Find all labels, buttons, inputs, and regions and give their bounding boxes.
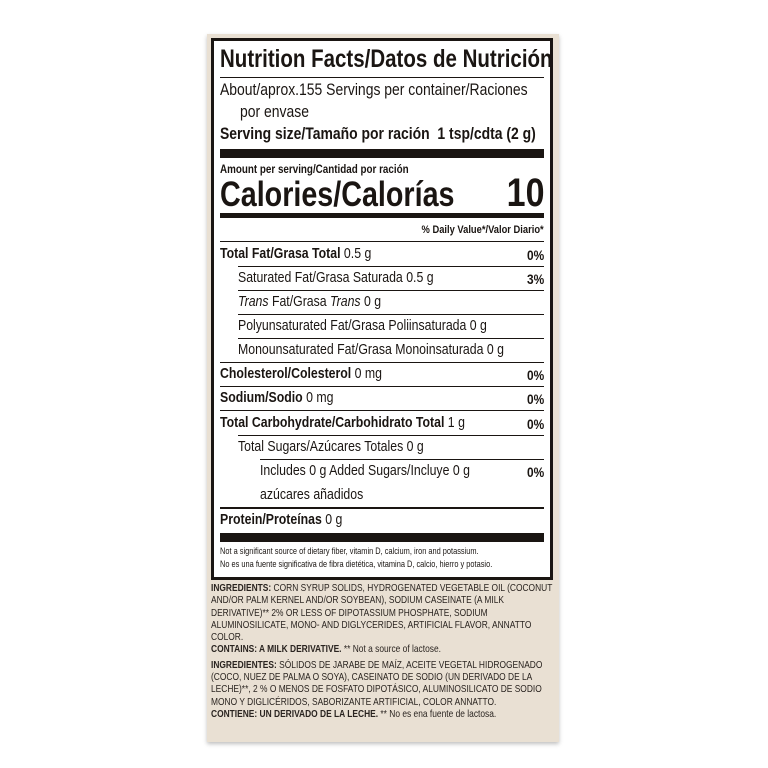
label: INGREDIENTES: (211, 658, 277, 671)
label: Total Sugars/Azúcares Totales 0 g (238, 438, 424, 455)
footnote-es: No es una fuente significativa de fibra … (220, 559, 493, 570)
label: Total Carbohydrate/Carbohidrato Total (220, 414, 445, 431)
calories-value: 10 (506, 171, 544, 215)
serving-size-value: 1 tsp/cdta (2 g) (437, 124, 536, 143)
divider (220, 362, 544, 363)
servings-per-container: About/aprox.155 Servings per container/R… (220, 80, 528, 99)
text: CORN SYRUP SOLIDS, HYDROGENATED VEGETABL… (211, 582, 553, 644)
label: INGREDIENTS: (211, 582, 272, 594)
contains-note: ** Not a source of lactose. (343, 643, 441, 656)
nutrient-row-total-fat: Total Fat/Grasa Total 0.5 g (220, 245, 544, 262)
servings-cont: por envase (240, 102, 309, 121)
added-sugars-cont: azúcares añadidos (260, 486, 364, 503)
thick-bar (220, 149, 544, 158)
label: Saturated Fat/Grasa Saturada 0.5 g (238, 269, 434, 286)
dv: 0% (526, 367, 544, 383)
amount: 0 mg (306, 389, 334, 406)
serving-size-label: Serving size/Tamaño por ración (220, 124, 430, 143)
amount: 0 mg (354, 365, 383, 382)
label: Trans (330, 293, 361, 310)
dv: 0% (526, 416, 544, 432)
nutrient-row-trans-fat: Trans Fat/Grasa Trans 0 g (238, 293, 544, 310)
label: Total Fat/Grasa Total (220, 245, 341, 262)
amount: 0 g (325, 511, 343, 528)
ingredients-es: INGREDIENTES: SÓLIDOS DE JARABE DE MAÍZ,… (211, 659, 555, 720)
label: Monounsaturated Fat/Grasa Monoinsaturada… (238, 341, 504, 358)
thick-bar (220, 533, 544, 542)
divider (238, 290, 544, 291)
dv: 0% (526, 247, 544, 263)
label: Protein/Proteínas (220, 511, 322, 528)
divider (220, 507, 544, 509)
nutrient-row-carbohydrate: Total Carbohydrate/Carbohidrato Total 1 … (220, 414, 544, 431)
divider (220, 77, 544, 78)
label: Trans (238, 293, 269, 310)
nutrient-row-cholesterol: Cholesterol/Colesterol 0 mg (220, 365, 544, 382)
nutrition-facts-panel: Nutrition Facts/Datos de Nutrición About… (211, 38, 553, 580)
nutrient-row-total-sugars: Total Sugars/Azúcares Totales 0 g (238, 438, 544, 455)
divider (238, 266, 544, 267)
contains-label: CONTIENE: UN DERIVADO DE LA LECHE. (211, 707, 379, 720)
ingredients-en: INGREDIENTS: CORN SYRUP SOLIDS, HYDROGEN… (211, 582, 555, 656)
dv: 0% (526, 464, 544, 480)
divider (220, 386, 544, 387)
label: Includes 0 g Added Sugars/Incluye 0 g (260, 462, 470, 479)
divider (238, 314, 544, 315)
nutrition-label: Nutrition Facts/Datos de Nutrición About… (207, 34, 559, 742)
medium-bar (220, 213, 544, 218)
nutrient-row-added-sugars: Includes 0 g Added Sugars/Incluye 0 g (260, 462, 544, 479)
amount: 0.5 g (343, 245, 372, 262)
serving-size: Serving size/Tamaño por ración 1 tsp/cdt… (220, 124, 536, 144)
label: Fat/Grasa (268, 293, 331, 310)
divider (260, 459, 544, 460)
divider (238, 435, 544, 436)
label: Cholesterol/Colesterol (220, 365, 352, 382)
contains-label: CONTAINS: A MILK DERIVATIVE. (211, 643, 342, 656)
dv: 3% (526, 271, 544, 287)
calories-label: Calories/Calorías (220, 175, 455, 214)
ingredients-section: INGREDIENTS: CORN SYRUP SOLIDS, HYDROGEN… (211, 582, 555, 723)
nutrient-row-protein: Protein/Proteínas 0 g (220, 511, 544, 528)
nutrient-row-sodium: Sodium/Sodio 0 mg (220, 389, 544, 406)
footnote-en: Not a significant source of dietary fibe… (220, 546, 479, 557)
contains-note: ** No es ena fuente de lactosa. (380, 707, 497, 720)
label: Sodium/Sodio (220, 389, 303, 406)
title: Nutrition Facts/Datos de Nutrición (220, 45, 553, 73)
nutrient-row-polyunsaturated: Polyunsaturated Fat/Grasa Poliinsaturada… (238, 317, 544, 334)
divider (238, 338, 544, 339)
divider (220, 241, 544, 242)
amount: 1 g (447, 414, 465, 431)
amount-per-serving: Amount per serving/Cantidad por ración (220, 162, 409, 176)
daily-value-header: % Daily Value*/Valor Diario* (421, 224, 544, 236)
nutrient-row-monounsaturated: Monounsaturated Fat/Grasa Monoinsaturada… (238, 341, 544, 358)
dv: 0% (526, 391, 544, 407)
divider (220, 410, 544, 411)
text: SÓLIDOS DE JARABE DE MAÍZ, ACEITE VEGETA… (211, 658, 543, 708)
amount: 0 g (360, 293, 382, 310)
nutrient-row-saturated-fat: Saturated Fat/Grasa Saturada 0.5 g (238, 269, 544, 286)
label: Polyunsaturated Fat/Grasa Poliinsaturada… (238, 317, 487, 334)
